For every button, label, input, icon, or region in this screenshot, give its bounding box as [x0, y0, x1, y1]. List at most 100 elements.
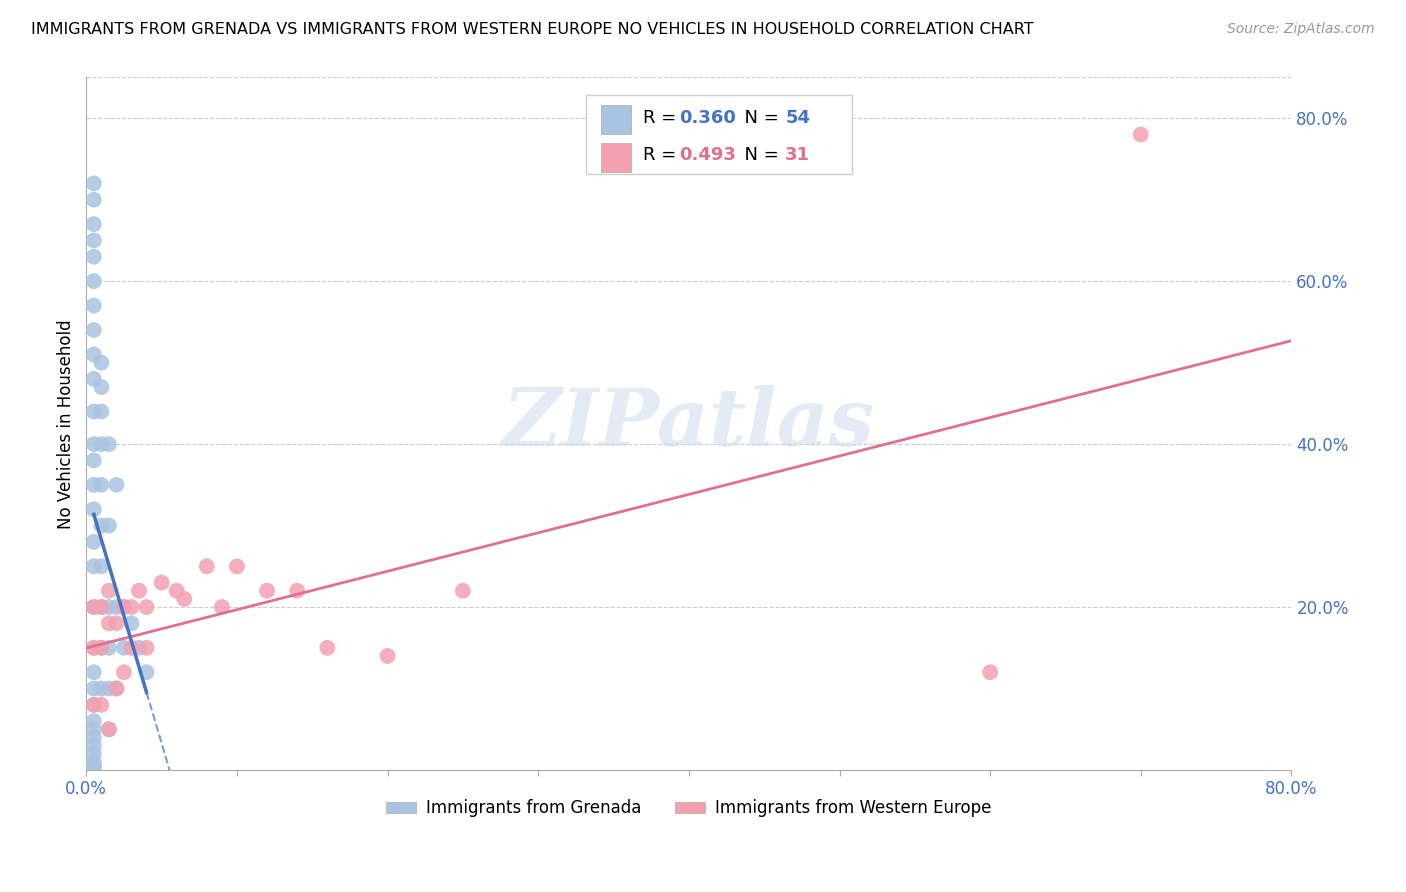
Point	[90, 404, 112, 418]
Point	[97, 723, 120, 737]
Point	[83, 600, 105, 615]
Point	[90, 437, 112, 451]
Point	[97, 640, 120, 655]
Point	[90, 518, 112, 533]
Point	[97, 437, 120, 451]
Point	[83, 177, 105, 191]
Point	[105, 681, 128, 696]
Point	[377, 648, 399, 663]
Point	[226, 559, 249, 574]
Point	[83, 299, 105, 313]
Point	[83, 640, 105, 655]
Text: 0.493: 0.493	[679, 146, 737, 164]
Point	[83, 723, 105, 737]
Point	[83, 217, 105, 231]
Point	[83, 640, 105, 655]
Point	[83, 478, 105, 492]
Point	[979, 665, 1001, 680]
Point	[83, 234, 105, 248]
Text: ZIPatlas: ZIPatlas	[503, 385, 875, 462]
Point	[97, 518, 120, 533]
Point	[83, 347, 105, 361]
Point	[83, 404, 105, 418]
Point	[195, 559, 218, 574]
Point	[83, 759, 105, 773]
Point	[128, 640, 150, 655]
Point	[105, 478, 128, 492]
Bar	[600, 105, 631, 134]
Point	[83, 372, 105, 386]
Point	[105, 681, 128, 696]
Text: R =: R =	[643, 109, 682, 127]
FancyBboxPatch shape	[586, 95, 852, 175]
Point	[112, 665, 135, 680]
Point	[150, 575, 173, 590]
Text: 0.360: 0.360	[679, 109, 737, 127]
Point	[83, 755, 105, 769]
Point	[83, 731, 105, 745]
Text: 31: 31	[786, 146, 810, 164]
Point	[112, 600, 135, 615]
Point	[83, 453, 105, 467]
Point	[90, 698, 112, 712]
Point	[105, 616, 128, 631]
Point	[83, 760, 105, 774]
Point	[211, 600, 233, 615]
Text: IMMIGRANTS FROM GRENADA VS IMMIGRANTS FROM WESTERN EUROPE NO VEHICLES IN HOUSEHO: IMMIGRANTS FROM GRENADA VS IMMIGRANTS FR…	[31, 22, 1033, 37]
Text: N =: N =	[734, 146, 785, 164]
Point	[83, 437, 105, 451]
Point	[90, 600, 112, 615]
Point	[97, 616, 120, 631]
Point	[90, 559, 112, 574]
Point	[83, 747, 105, 761]
Point	[112, 600, 135, 615]
Point	[1129, 128, 1152, 142]
Point	[83, 274, 105, 288]
Point	[166, 583, 188, 598]
Text: Source: ZipAtlas.com: Source: ZipAtlas.com	[1227, 22, 1375, 37]
Point	[90, 640, 112, 655]
Text: N =: N =	[734, 109, 785, 127]
Point	[83, 665, 105, 680]
Point	[90, 681, 112, 696]
Point	[83, 559, 105, 574]
Point	[135, 665, 157, 680]
Point	[316, 640, 339, 655]
Point	[83, 323, 105, 337]
Point	[121, 600, 143, 615]
Legend: Immigrants from Grenada, Immigrants from Western Europe: Immigrants from Grenada, Immigrants from…	[380, 793, 998, 824]
Point	[135, 640, 157, 655]
Point	[97, 600, 120, 615]
Point	[83, 698, 105, 712]
Point	[90, 356, 112, 370]
Point	[97, 583, 120, 598]
Point	[285, 583, 308, 598]
Point	[105, 600, 128, 615]
Bar	[600, 143, 631, 171]
Point	[451, 583, 474, 598]
Point	[90, 380, 112, 394]
Point	[97, 723, 120, 737]
Point	[112, 640, 135, 655]
Point	[83, 600, 105, 615]
Point	[83, 250, 105, 264]
Point	[83, 193, 105, 207]
Point	[135, 600, 157, 615]
Point	[83, 739, 105, 753]
Point	[173, 591, 195, 606]
Point	[83, 714, 105, 728]
Point	[83, 534, 105, 549]
Point	[83, 502, 105, 516]
Y-axis label: No Vehicles in Household: No Vehicles in Household	[58, 319, 75, 529]
Text: 54: 54	[786, 109, 810, 127]
Point	[90, 478, 112, 492]
Point	[83, 681, 105, 696]
Point	[90, 640, 112, 655]
Point	[90, 600, 112, 615]
Point	[256, 583, 278, 598]
Text: R =: R =	[643, 146, 682, 164]
Point	[121, 640, 143, 655]
Point	[128, 583, 150, 598]
Point	[97, 681, 120, 696]
Point	[121, 616, 143, 631]
